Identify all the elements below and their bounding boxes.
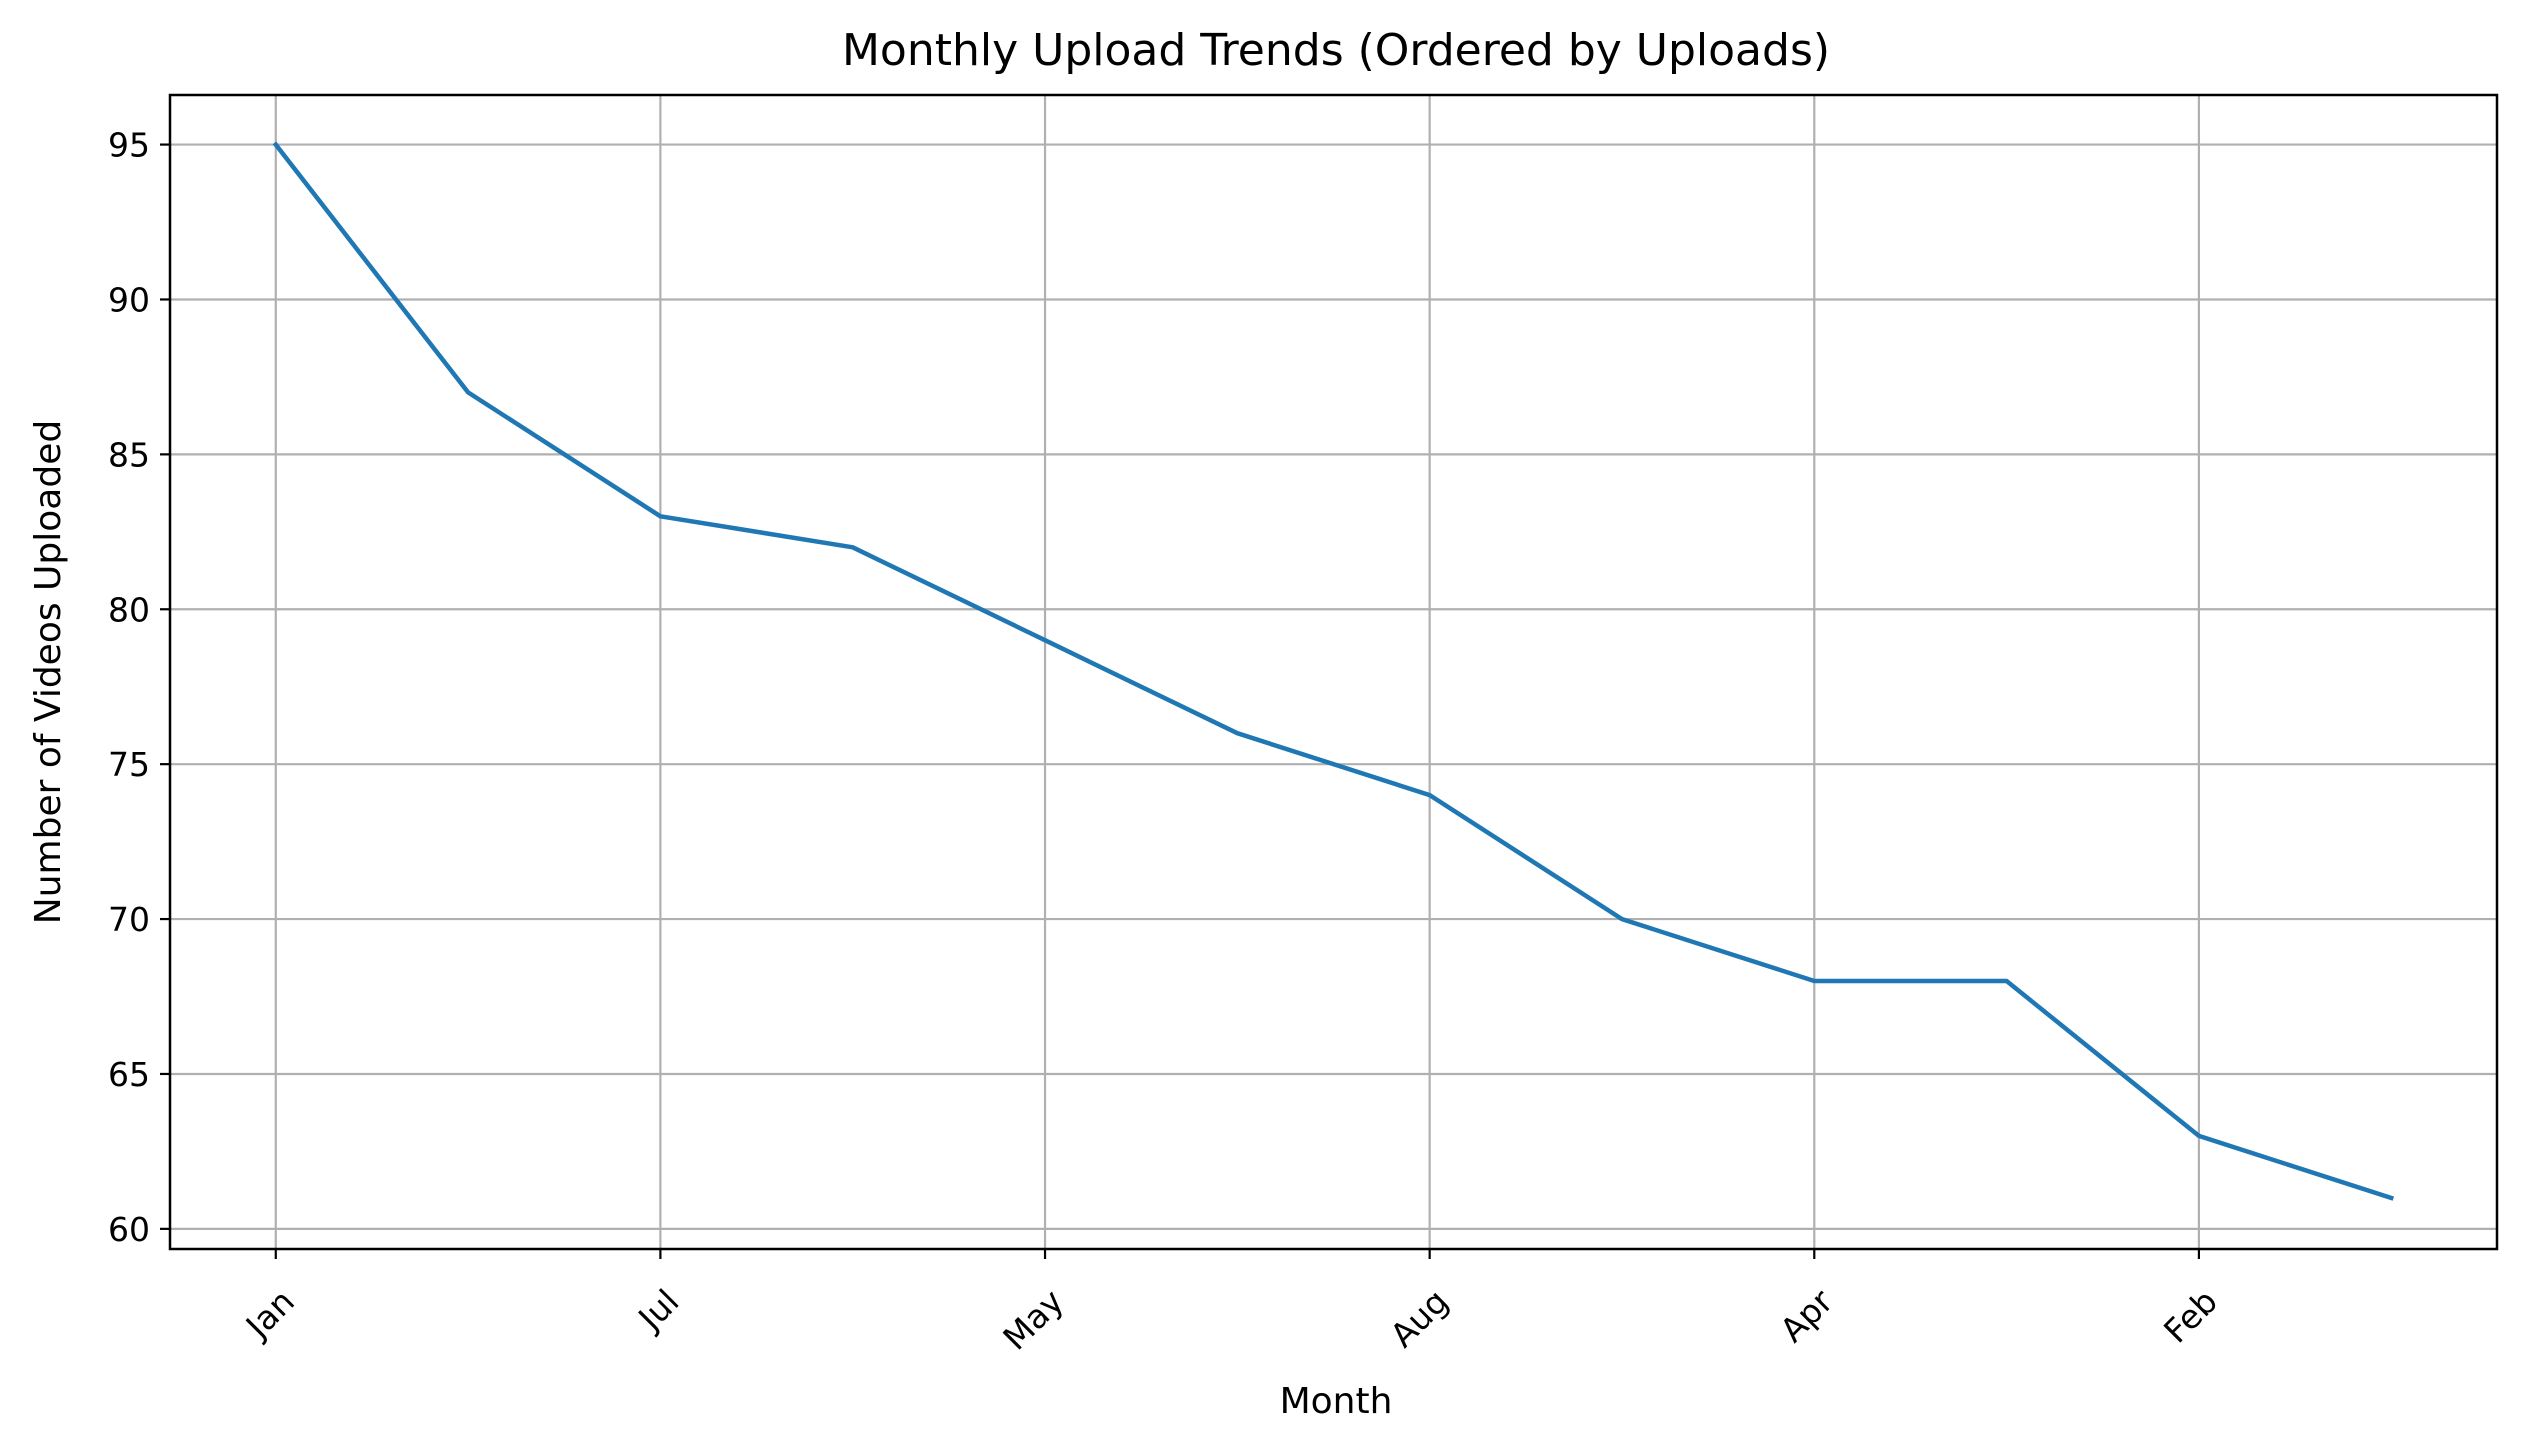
y-tick-label: 95: [108, 126, 150, 165]
y-axis-label: Number of Videos Uploaded: [28, 420, 69, 924]
series-line: [272, 141, 2395, 1201]
y-axis-ticks: 60 65 70 75 80 85 90 95: [108, 126, 170, 1249]
y-tick-label: 85: [108, 435, 150, 474]
y-tick-label: 60: [108, 1210, 150, 1249]
y-tick-label: 70: [108, 900, 150, 939]
series-layer: [272, 141, 2395, 1201]
grid-lines: [170, 95, 2497, 1249]
chart-title: Monthly Upload Trends (Ordered by Upload…: [842, 25, 1830, 76]
y-tick-label: 80: [108, 590, 150, 629]
y-tick-label: 75: [108, 745, 150, 784]
y-tick-label: 65: [108, 1055, 150, 1094]
y-tick-label: 90: [108, 280, 150, 319]
plot-area-frame: [168, 93, 2499, 1251]
x-axis-label: Month: [1280, 1381, 1393, 1422]
